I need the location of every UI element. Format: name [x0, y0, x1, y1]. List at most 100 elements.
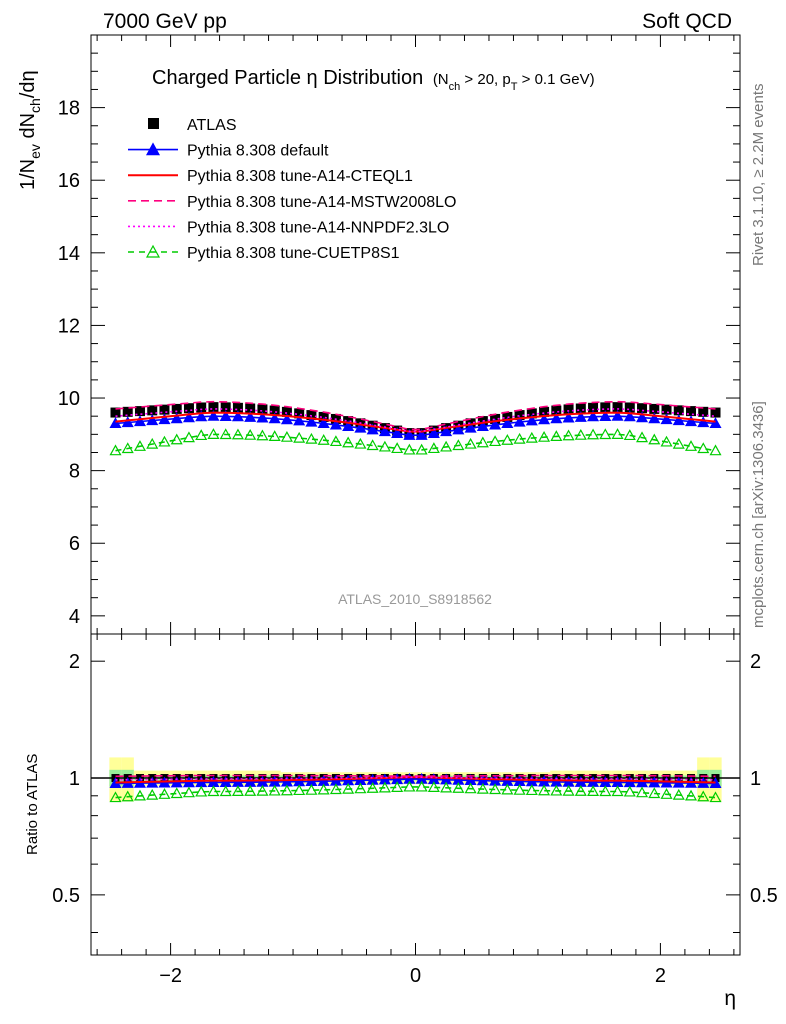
series-ratio-marker: [611, 785, 624, 797]
atlas-data-point: [600, 402, 611, 413]
y-axis-title-main: 1/Nev dNch/dη: [17, 70, 43, 190]
atlas-data-point: [673, 405, 684, 416]
atlas-data-point: [220, 402, 231, 413]
y-tick-label: 4: [69, 606, 80, 628]
series-marker: [476, 436, 489, 448]
series-ratio-marker: [648, 787, 661, 799]
series-marker: [305, 415, 318, 427]
series-marker: [280, 430, 293, 442]
series-ratio-marker: [244, 785, 257, 796]
x-axis-title: η: [724, 987, 736, 1010]
series-marker: [195, 410, 208, 422]
atlas-data-point: [208, 402, 219, 413]
series-ratio-marker: [342, 782, 355, 794]
series-marker: [562, 411, 575, 423]
series-ratio-marker: [550, 784, 563, 796]
series-marker: [244, 410, 257, 422]
series-marker: [538, 413, 551, 425]
series-ratio-marker: [378, 781, 391, 793]
series-marker: [293, 431, 306, 443]
series-ratio-marker: [329, 783, 342, 795]
series-marker: [636, 431, 649, 443]
series-ratio-marker: [599, 785, 612, 797]
atlas-data-point: [551, 405, 562, 416]
series-marker: [489, 435, 502, 447]
series-marker: [256, 411, 269, 423]
atlas-data-point: [698, 406, 709, 417]
series-ratio-marker: [660, 788, 673, 799]
series-ratio-line: [115, 786, 716, 799]
series-marker: [513, 432, 526, 444]
atlas-data-point: [502, 411, 513, 422]
mcplots-label: mcplots.cern.ch [arXiv:1306.3436]: [750, 401, 767, 628]
series-ratio-marker: [317, 783, 330, 795]
series-marker: [342, 436, 355, 448]
series-ratio-marker: [256, 784, 269, 796]
plot-title: Charged Particle η Distribution (Nch > 2…: [152, 67, 595, 93]
series-marker: [611, 428, 624, 439]
series-marker: [170, 412, 183, 424]
series-ratio-marker: [440, 781, 453, 793]
series-marker: [219, 410, 232, 421]
series-marker: [195, 429, 208, 441]
series-ratio-marker: [562, 784, 575, 796]
series-ratio-marker: [146, 788, 159, 800]
series-marker: [391, 427, 404, 438]
header-left: 7000 GeV pp: [103, 10, 227, 33]
y-tick-label: 14: [58, 243, 80, 265]
series-marker: [146, 414, 159, 426]
legend-label: Pythia 8.308 tune-A14-CTEQL1: [187, 168, 413, 185]
atlas-data-point: [588, 402, 599, 413]
atlas-data-point: [232, 402, 243, 413]
ratio-y-tick-label: 1: [750, 768, 761, 790]
atlas-data-point: [159, 404, 170, 415]
ratio-plot-frame: [90, 633, 741, 956]
series-marker: [611, 409, 624, 421]
series-ratio-marker: [133, 789, 147, 801]
series-marker: [501, 433, 514, 445]
series-marker: [672, 437, 685, 449]
series-ratio-marker: [684, 789, 698, 801]
atlas-data-point: [575, 403, 586, 414]
series-marker: [317, 433, 330, 445]
series-marker: [709, 444, 722, 456]
series-ratio-marker: [354, 782, 367, 794]
y-axis-title-text: 1/Nev dNch/dη: [17, 70, 43, 190]
y-tick-label: 8: [69, 461, 80, 483]
legend-marker: [148, 118, 159, 129]
series-marker: [268, 412, 281, 424]
series-marker: [587, 410, 600, 422]
series-marker: [440, 425, 453, 437]
series-marker: [354, 437, 367, 449]
series-marker: [636, 411, 649, 423]
series-marker: [231, 428, 244, 440]
series-marker: [452, 423, 465, 435]
series-marker: [158, 435, 171, 447]
series-marker: [207, 428, 220, 439]
series-ratio-marker: [305, 783, 318, 795]
series-marker: [427, 427, 440, 438]
header-right: Soft QCD: [642, 10, 732, 33]
y-tick-label: 18: [58, 98, 80, 120]
series-marker: [317, 417, 330, 428]
series-ratio-marker: [366, 782, 379, 793]
atlas-data-point: [110, 407, 121, 418]
series-marker: [709, 417, 722, 429]
atlas-data-point: [710, 407, 721, 418]
series-marker: [305, 432, 318, 444]
series-marker: [182, 431, 195, 443]
legend-label: ATLAS: [187, 117, 237, 134]
series-marker: [599, 410, 612, 421]
series-ratio-marker: [513, 783, 526, 795]
series-ratio-marker: [538, 784, 551, 796]
series-marker: [525, 414, 538, 426]
series-marker: [660, 413, 673, 425]
series-line: [115, 433, 716, 452]
atlas-data-point: [526, 408, 537, 419]
ratio-y-tick-label: 2: [750, 651, 761, 673]
series-ratio-marker: [427, 781, 440, 792]
atlas-data-point: [171, 403, 182, 414]
series-ratio-marker: [623, 785, 636, 797]
legend-label: Pythia 8.308 tune-A14-NNPDF2.3LO: [187, 219, 449, 236]
